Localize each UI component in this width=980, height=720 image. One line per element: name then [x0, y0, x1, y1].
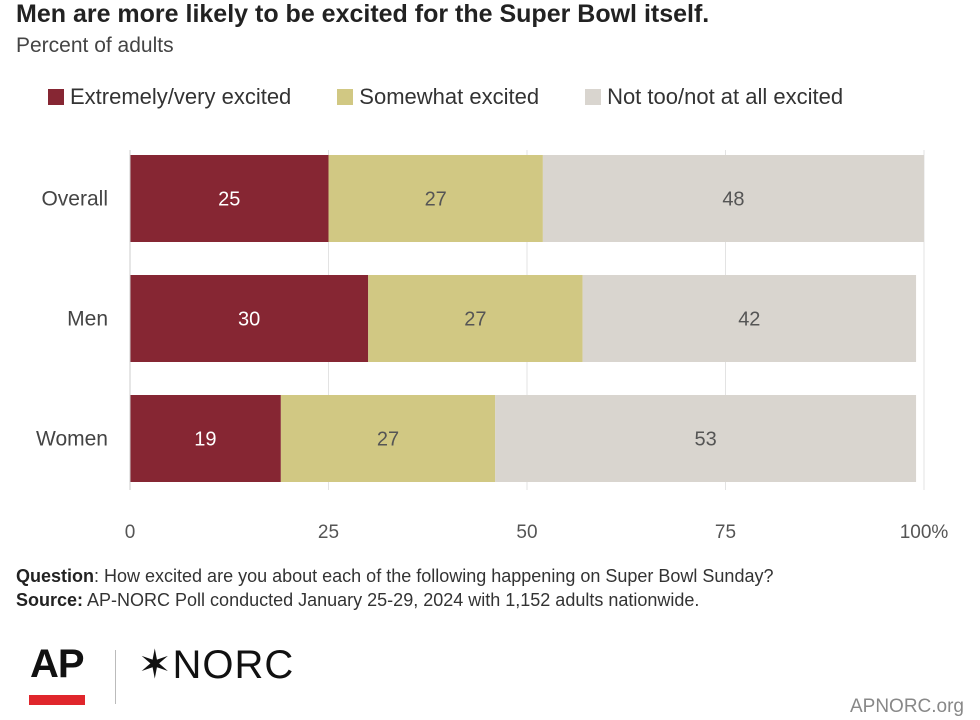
data-label: 42 [738, 309, 760, 331]
bar-segment [130, 155, 329, 242]
data-label: 27 [377, 429, 399, 451]
bar-segment [130, 395, 281, 482]
data-label: 30 [238, 309, 260, 331]
norc-logo: ✶NORC [138, 643, 295, 687]
ap-logo: AP [30, 642, 85, 686]
source-text: AP-NORC Poll conducted January 25-29, 20… [83, 590, 700, 610]
chart-notes: Question: How excited are you about each… [16, 564, 773, 612]
bar-segment [280, 395, 496, 482]
legend-swatch-not-too [585, 89, 602, 105]
legend-swatch-somewhat [337, 89, 354, 105]
legend-swatch-extremely [48, 89, 64, 105]
source-note: Source: AP-NORC Poll conducted January 2… [16, 588, 773, 612]
data-label: 27 [464, 309, 486, 331]
bar-segment [542, 155, 924, 242]
question-note: Question: How excited are you about each… [16, 564, 773, 588]
legend-label-extremely: Extremely/very excited [70, 84, 292, 109]
ap-logo-underline [29, 695, 85, 705]
legend-label-somewhat: Somewhat excited [359, 84, 540, 109]
logo-divider [115, 650, 116, 704]
x-tick-label: 25 [318, 522, 339, 543]
legend-item-somewhat: Somewhat excited [337, 84, 539, 110]
question-label: Question [16, 566, 95, 586]
bar-segment [495, 395, 917, 482]
x-tick-label: 75 [715, 522, 736, 543]
source-label: Source: [16, 590, 84, 610]
bar-segment [130, 275, 369, 362]
question-text: : How excited are you about each of the … [94, 566, 774, 586]
site-url: APNORC.org [849, 696, 964, 717]
data-label: 48 [722, 189, 744, 211]
chart-subtitle: Percent of adults [16, 34, 174, 57]
chart-title: Men are more likely to be excited for th… [16, 0, 710, 28]
data-label: 53 [695, 429, 717, 451]
data-label: 25 [218, 189, 240, 211]
bar-segment [582, 275, 917, 362]
bar-segment [368, 275, 583, 362]
x-tick-label: 0 [125, 522, 136, 543]
x-tick-label: 50 [516, 522, 537, 543]
legend-item-not-too: Not too/not at all excited [585, 84, 843, 110]
stacked-bar-chart: 0 25 50 75 100% Overall 25 27 48 Men 30 27 42 Women 19… [36, 150, 949, 543]
category-label: Men [67, 308, 108, 331]
legend: Extremely/very excited Somewhat excited … [48, 84, 843, 110]
legend-item-extremely: Extremely/very excited [48, 84, 291, 110]
bar-segment [328, 155, 543, 242]
legend-label-not-too: Not too/not at all excited [607, 84, 844, 109]
data-label: 19 [194, 429, 216, 451]
category-label: Overall [41, 188, 108, 211]
data-label: 27 [425, 189, 447, 211]
category-label: Women [36, 428, 108, 451]
x-tick-label: 100% [900, 522, 949, 543]
